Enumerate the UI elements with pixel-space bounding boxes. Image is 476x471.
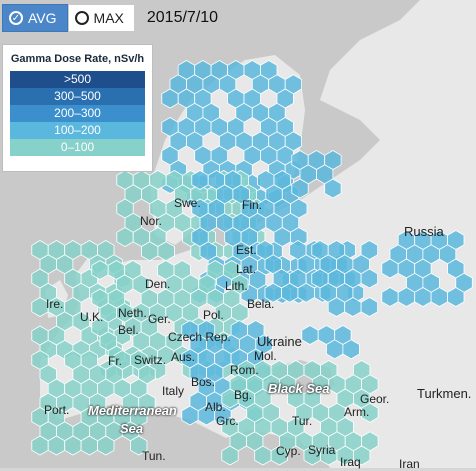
date-display: 2015/7/10 — [146, 9, 219, 26]
hex-cell[interactable] — [157, 241, 175, 262]
hex-cell[interactable] — [270, 445, 288, 466]
map-label-latvia: Lat. — [236, 262, 257, 276]
map-label-iran: Iran — [399, 457, 420, 471]
map-label-cyprus: Cyp. — [276, 444, 301, 458]
map-label-albania: Alb. — [205, 400, 226, 414]
map-label-bulgaria: Bg. — [234, 388, 253, 402]
hex-cell[interactable] — [324, 178, 342, 199]
empty-circle-icon — [74, 11, 89, 25]
map-label-bosnia: Bos. — [191, 375, 216, 389]
hex-cell[interactable] — [97, 435, 115, 456]
map-label-germany: Ger. — [148, 312, 171, 326]
map-label-turkmenistan: Turkmen. — [417, 386, 472, 401]
map-label-sweden: Swe. — [174, 196, 201, 210]
hex-grid-layer — [31, 60, 473, 466]
map-label-lithuania: Lith. — [225, 279, 248, 293]
map-label-portugal: Port. — [44, 403, 70, 417]
map-label-netherlands: Neth. — [118, 306, 147, 320]
map-label-czech: Czech Rep. — [168, 330, 231, 344]
avg-label: AVG — [28, 10, 57, 26]
max-toggle-button[interactable]: MAX — [67, 4, 135, 32]
map-label-switzerland: Switz. — [134, 353, 167, 367]
hex-cell[interactable] — [353, 445, 371, 466]
legend-item: 300–500 — [10, 88, 145, 105]
avg-toggle-button[interactable]: ✓ AVG — [2, 4, 68, 32]
map-label-sea: Sea — [120, 421, 144, 436]
hex-cell[interactable] — [361, 402, 379, 423]
legend-item: 200–300 — [10, 105, 145, 122]
hex-cell[interactable] — [360, 268, 378, 289]
map-label-france: Fr. — [108, 354, 122, 368]
legend-item: 0–100 — [10, 139, 145, 156]
map-label-norway: Nor. — [140, 214, 163, 228]
map-label-poland: Pol. — [203, 308, 224, 322]
legend-item: 100–200 — [10, 122, 145, 139]
hex-cell[interactable] — [291, 178, 309, 199]
map-label-syria: Syria — [308, 443, 336, 457]
map-label-ukraine: Ukraine — [257, 334, 302, 349]
map-label-uk: U.K. — [80, 310, 104, 324]
hex-cell[interactable] — [342, 339, 360, 360]
map-label-italy: Italy — [162, 384, 185, 398]
legend-panel: Gamma Dose Rate, nSv/h >500 300–500 200–… — [2, 44, 153, 172]
max-label: MAX — [93, 10, 124, 26]
map-label-armenia: Arm. — [344, 405, 370, 419]
hex-cell[interactable] — [221, 445, 239, 466]
map-label-moldova: Mol. — [254, 349, 277, 363]
legend-title: Gamma Dose Rate, nSv/h — [10, 53, 145, 65]
legend-item: >500 — [10, 71, 145, 88]
map-label-austria: Aus. — [171, 350, 196, 364]
toolbar: ✓ AVG MAX 2015/7/10 — [2, 4, 218, 32]
hex-cell[interactable] — [360, 297, 378, 317]
check-circle-icon: ✓ — [9, 11, 23, 25]
map-label-tunisia: Tun. — [142, 449, 166, 463]
map-label-greece: Grc. — [216, 414, 239, 428]
map-label-estonia: Est. — [236, 243, 257, 257]
map-label-belarus: Bela. — [247, 297, 275, 311]
map-label-georgia: Geor. — [360, 392, 390, 406]
map-label-iraq: Iraq — [340, 455, 361, 469]
hex-cell[interactable] — [290, 227, 308, 247]
map-label-turkey: Tur. — [292, 414, 313, 428]
map-label-belgium: Bel. — [118, 323, 139, 337]
map-label-romania: Rom. — [230, 363, 259, 377]
hex-cell[interactable] — [447, 287, 465, 307]
map-label-mediterranean: Mediterranean — [88, 403, 177, 418]
map-label-black-sea: Black Sea — [268, 381, 330, 396]
map-label-finland: Fin. — [242, 198, 263, 212]
hex-cell[interactable] — [130, 435, 148, 456]
map-label-denmark: Den. — [145, 277, 171, 291]
map-label-russia: Russia — [404, 224, 444, 239]
map-label-ireland: Ire. — [46, 297, 64, 311]
